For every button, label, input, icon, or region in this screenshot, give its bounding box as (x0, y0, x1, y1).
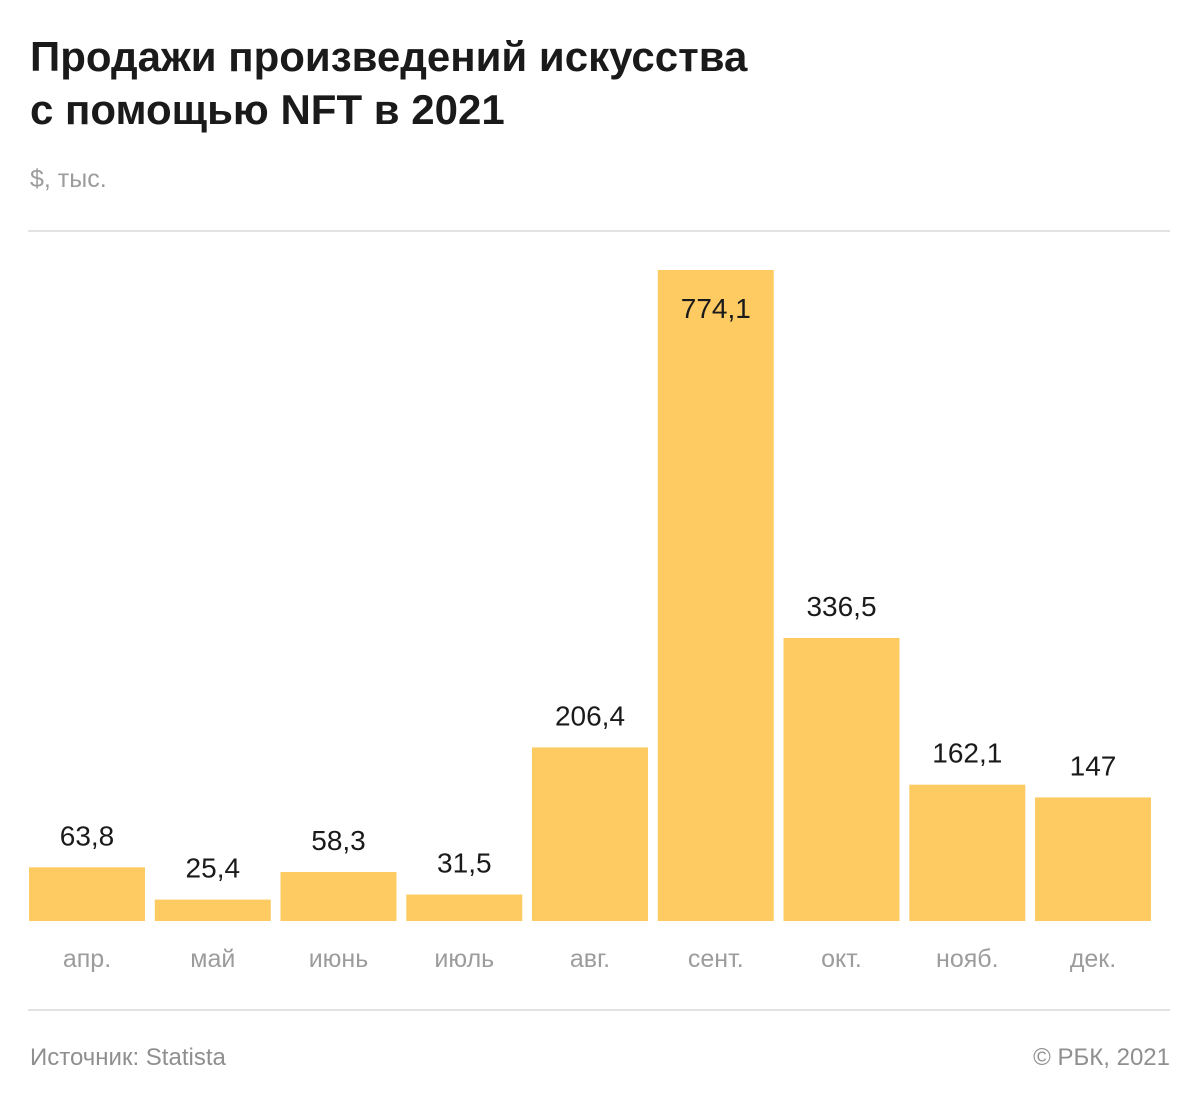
bar-9 (1035, 797, 1151, 921)
bar-2 (154, 899, 271, 921)
category-label-8: нояб. (936, 945, 999, 973)
value-label-2: 25,4 (186, 853, 241, 884)
bar-5 (532, 747, 648, 921)
chart-title-line-2: с помощью NFT в 2021 (30, 86, 505, 133)
chart-title: Продажи произведений искусства с помощью… (30, 30, 1130, 136)
value-label-8: 162,1 (932, 738, 1002, 769)
unit-label: $, тыс. (30, 165, 107, 193)
bar-6 (657, 270, 774, 921)
value-label-6: 774,1 (681, 293, 751, 324)
bottom-divider (28, 1009, 1170, 1011)
category-label-7: окт. (821, 945, 862, 973)
source-label: Источник: Statista (30, 1044, 226, 1071)
category-label-6: сент. (688, 945, 744, 973)
category-label-1: апр. (63, 945, 111, 973)
bar-3 (280, 872, 397, 921)
bar-1 (29, 867, 145, 921)
category-label-4: июль (434, 945, 494, 973)
bar-8 (909, 784, 1026, 921)
value-label-5: 206,4 (555, 700, 625, 731)
copyright-label: © РБК, 2021 (1033, 1044, 1170, 1071)
bar-4 (406, 894, 523, 921)
category-label-3: июнь (309, 945, 369, 973)
category-label-9: дек. (1070, 945, 1116, 973)
value-label-7: 336,5 (806, 591, 876, 622)
top-divider (28, 230, 1170, 232)
value-label-9: 147 (1070, 750, 1117, 781)
value-label-4: 31,5 (437, 848, 492, 879)
category-label-5: авг. (570, 945, 610, 973)
category-label-2: май (190, 945, 235, 973)
bar-7 (783, 638, 900, 921)
value-label-1: 63,8 (60, 820, 115, 851)
value-label-3: 58,3 (311, 825, 366, 856)
chart-title-line-1: Продажи произведений искусства (30, 33, 748, 80)
